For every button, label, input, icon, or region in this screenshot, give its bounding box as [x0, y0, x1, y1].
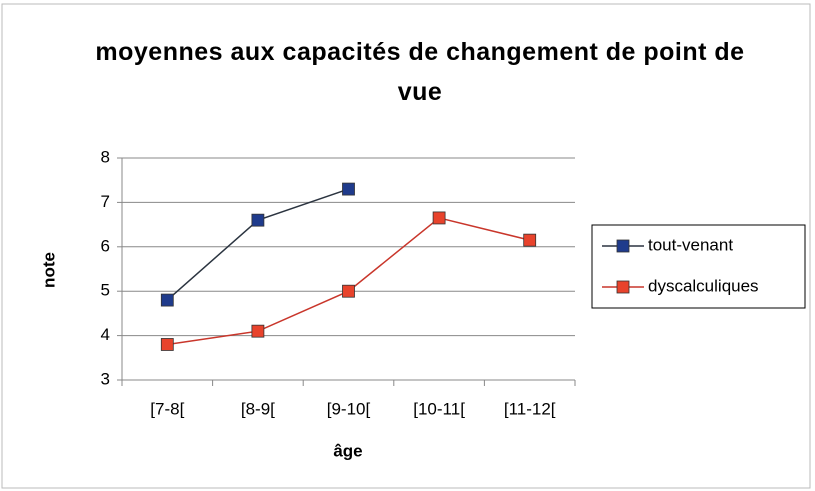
marker [523, 233, 537, 247]
marker [251, 324, 265, 338]
legend-label: dyscalculiques [648, 276, 759, 295]
x-axis-label: âge [333, 441, 362, 460]
marker [160, 293, 174, 307]
marker [251, 213, 265, 227]
y-tick-label: 6 [101, 236, 110, 255]
marker [160, 338, 174, 351]
chart-title: moyennes aux capacités de changement de … [95, 38, 745, 106]
x-tick-label: [11-12[ [504, 399, 556, 418]
y-tick-label: 5 [101, 281, 110, 300]
x-tick-label: [8-9[ [241, 399, 275, 418]
y-axis-label: note [39, 252, 58, 288]
marker [432, 211, 446, 225]
marker [342, 284, 355, 298]
legend-marker [616, 280, 630, 294]
y-tick-label: 8 [101, 147, 110, 166]
marker [342, 182, 355, 196]
x-tick-label: [7-8[ [150, 399, 184, 418]
legend-label: tout-venant [648, 235, 733, 254]
y-tick-label: 7 [101, 192, 110, 211]
legend-box [591, 224, 806, 309]
x-tick-label: [10-11[ [413, 399, 465, 418]
legend-marker [616, 239, 630, 253]
y-tick-label: 4 [101, 325, 110, 344]
x-tick-label: [9-10[ [327, 399, 371, 418]
y-tick-label: 3 [101, 369, 110, 388]
